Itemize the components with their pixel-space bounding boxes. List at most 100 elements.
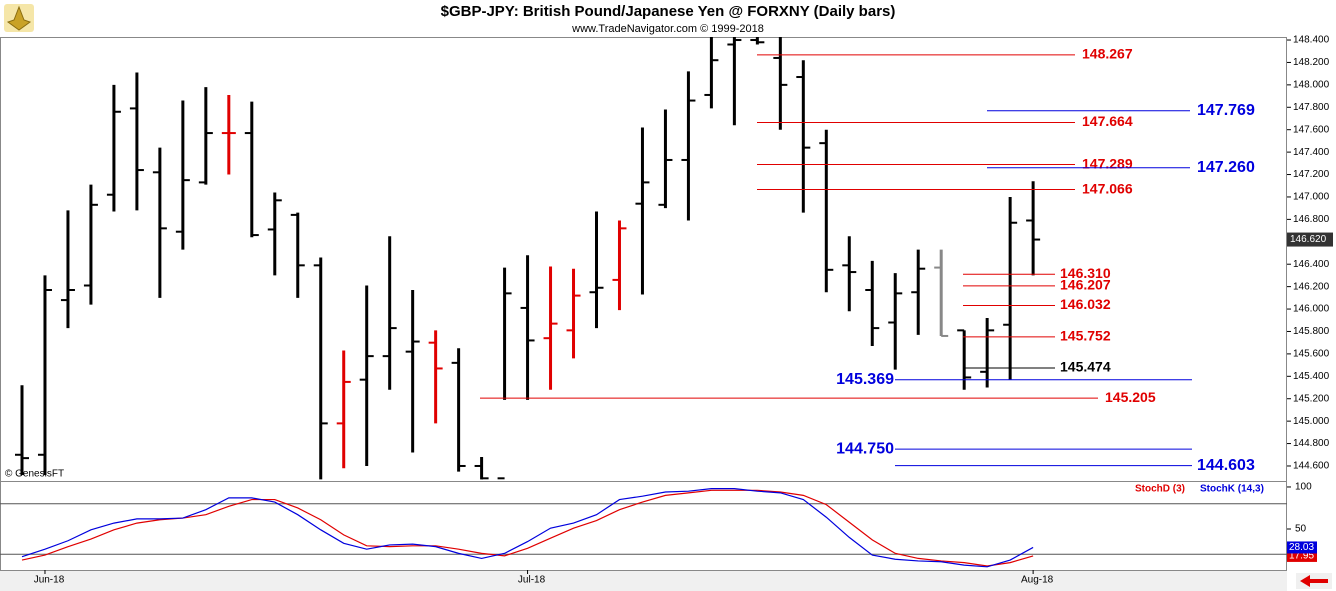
ohlc-bar [842, 236, 857, 312]
y-tick-label: 145.400 [1293, 371, 1330, 382]
ohlc-bar [106, 84, 121, 212]
ohlc-bar [750, 37, 765, 45]
ohlc-bar [37, 275, 52, 475]
ohlc-bar [451, 348, 466, 472]
level-label: 145.369 [836, 371, 894, 388]
ohlc-bar [244, 101, 259, 238]
level-label: 147.066 [1082, 180, 1133, 196]
level-label: 147.289 [1082, 155, 1133, 171]
ohlc-bar [727, 37, 742, 126]
level-label: 147.769 [1197, 102, 1255, 119]
y-tick-label: 148.400 [1293, 35, 1330, 46]
level-label: 144.750 [836, 440, 894, 457]
stoch-line [21, 488, 1034, 568]
ohlc-bar [819, 129, 834, 293]
y-tick-label: 148.200 [1293, 57, 1330, 68]
chart-title: $GBP-JPY: British Pound/Japanese Yen @ F… [441, 3, 896, 20]
last-value-label: 17.95 [1289, 551, 1314, 562]
last-price-box [1287, 232, 1333, 247]
ohlc-bar [635, 127, 650, 295]
level-label: 146.310 [1060, 265, 1111, 281]
ohlc-bar [15, 385, 29, 475]
y-tick-label: 145.800 [1293, 326, 1330, 337]
ohlc-bar [612, 220, 627, 311]
level-label: 145.474 [1060, 359, 1111, 375]
legend-entry: StochD (3) [1135, 484, 1185, 495]
y-tick-label: 147.800 [1293, 102, 1330, 113]
ohlc-bar [336, 350, 351, 469]
ohlc-bar [428, 330, 443, 424]
stoch-line [21, 489, 1034, 567]
level-label: 146.207 [1060, 277, 1111, 293]
last-price-label: 146.620 [1290, 234, 1327, 245]
ohlc-bar [1026, 181, 1041, 276]
ohlc-bar [888, 273, 903, 370]
x-tick-label: Jul-18 [518, 575, 546, 586]
y-tick-label: 147.000 [1293, 192, 1330, 203]
ohlc-bar [474, 457, 489, 480]
level-label: 146.032 [1060, 296, 1111, 312]
ohlc-bar [934, 249, 949, 337]
y-tick-label: 147.200 [1293, 169, 1330, 180]
level-label: 148.267 [1082, 46, 1133, 62]
ohlc-bar [704, 37, 719, 109]
nav-arrow[interactable] [1296, 573, 1332, 589]
stoch-panel-frame [0, 481, 1287, 571]
y-tick-label: 148.000 [1293, 80, 1330, 91]
y-tick-label: 144.800 [1293, 438, 1330, 449]
y-tick-label: 145.600 [1293, 349, 1330, 360]
level-label: 145.752 [1060, 328, 1111, 344]
ohlc-bar [267, 192, 282, 276]
ohlc-bar [911, 249, 926, 335]
ohlc-bar [175, 100, 190, 250]
last-value-box [1287, 541, 1317, 554]
ohlc-bar [382, 236, 397, 390]
y-tick-label: 147.600 [1293, 124, 1330, 135]
level-label: 144.603 [1197, 457, 1255, 474]
chart-subtitle: www.TradeNavigator.com © 1999-2018 [571, 23, 764, 35]
legend-entry: StochK (14,3) [1200, 484, 1264, 495]
y-tick-label: 146.800 [1293, 214, 1330, 225]
level-label: 145.205 [1105, 389, 1156, 405]
ohlc-bar [290, 212, 305, 298]
ohlc-bar [980, 318, 995, 388]
axes: 148.400 148.200 148.000 147.800 147.600 147.4… [34, 35, 1333, 586]
price-plot [15, 37, 1041, 480]
logo [4, 4, 34, 32]
ohlc-bar [497, 267, 512, 480]
ohlc-bar [543, 266, 558, 390]
ohlc-bar [865, 260, 880, 347]
last-value-label: 28.03 [1289, 542, 1314, 553]
ohlc-bar [681, 71, 696, 221]
ohlc-bar [83, 184, 98, 305]
ohlc-bar [152, 147, 167, 298]
ohlc-bar [405, 289, 420, 453]
ohlc-bar [359, 285, 374, 466]
y-tick-label: 145.200 [1293, 393, 1330, 404]
ohlc-bar [198, 87, 213, 185]
ohlc-bar [773, 37, 788, 130]
y-tick-label: 100 [1295, 482, 1312, 493]
ohlc-bar [313, 257, 328, 480]
x-tick-label: Jun-18 [34, 575, 65, 586]
credit: © GenesisFT [5, 469, 64, 480]
y-tick-label: 146.400 [1293, 259, 1330, 270]
y-tick-label: 145.000 [1293, 416, 1330, 427]
y-tick-label: 146.200 [1293, 281, 1330, 292]
ohlc-bar [520, 255, 535, 400]
y-tick-label: 146.000 [1293, 304, 1330, 315]
ohlc-bar [796, 60, 811, 213]
stoch-plot [0, 488, 1287, 568]
x-axis-strip [0, 570, 1287, 591]
ohlc-bar [566, 268, 581, 359]
ohlc-bar [60, 210, 75, 329]
x-tick-label: Aug-18 [1021, 575, 1054, 586]
ohlc-bar [221, 94, 236, 175]
ohlc-bar [589, 211, 604, 329]
y-tick-label: 147.400 [1293, 147, 1330, 158]
level-label: 147.260 [1197, 159, 1255, 176]
ohlc-bar [1003, 196, 1018, 380]
